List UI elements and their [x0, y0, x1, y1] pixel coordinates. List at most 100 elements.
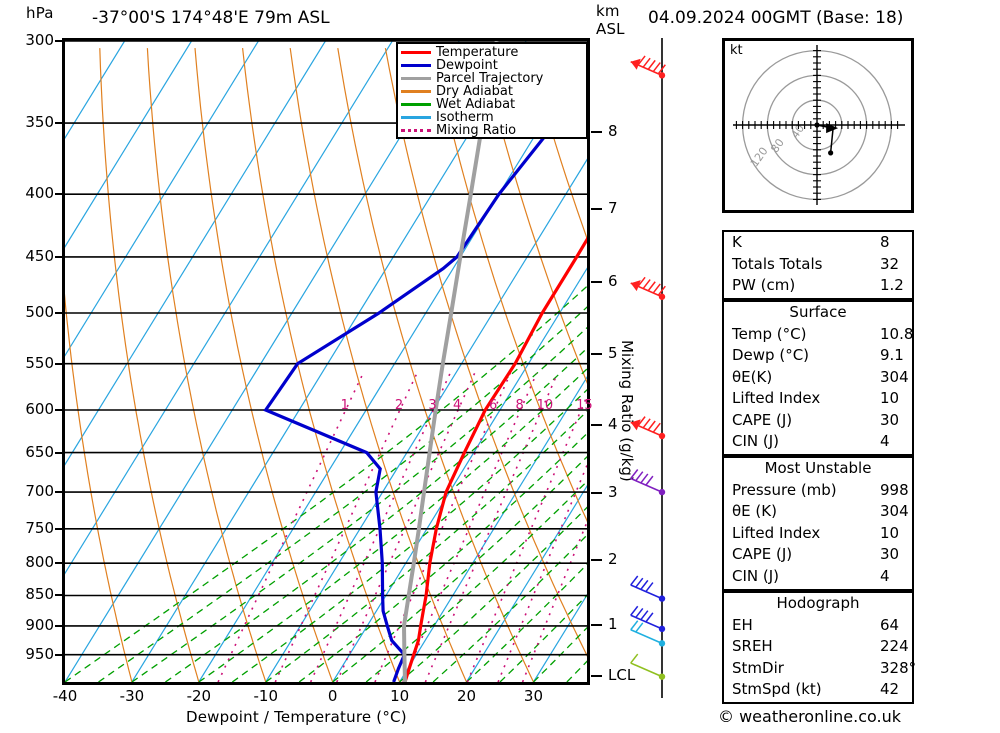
wind-barb-stroke: [652, 283, 661, 294]
pressure-tick-label: 850: [25, 585, 54, 604]
altitude-tick-label: 8: [608, 122, 618, 141]
legend-item: Dewpoint: [401, 59, 583, 72]
most-unstable-value: 304: [880, 502, 909, 520]
legend-swatch: [401, 103, 431, 106]
legend-label: Isotherm: [436, 110, 494, 125]
indices-panel: K 8 Totals Totals 32 PW (cm) 1.2: [722, 230, 914, 300]
index-key: Totals Totals: [732, 254, 823, 273]
wind-barb-pennant: [630, 280, 641, 292]
pressure-tick: [55, 122, 64, 125]
hodograph-ring-label: 120: [748, 145, 771, 170]
altitude-tick-label: 4: [608, 414, 618, 433]
most-unstable-value: 30: [880, 545, 900, 563]
legend-item: Dry Adiabat: [401, 85, 583, 98]
wind-barb-stroke: [657, 64, 666, 75]
temperature-tick-label: 0: [327, 687, 338, 705]
wind-barb-stroke: [635, 471, 644, 482]
legend-item: Temperature: [401, 46, 583, 59]
wind-barb-stroke: [647, 281, 656, 292]
most-unstable-row: CAPE (J) 30: [724, 544, 912, 566]
wind-barb-stroke: [630, 620, 639, 631]
most-unstable-panel: Most Unstable Pressure (mb) 998 θE (K) 304 Li…: [722, 456, 914, 591]
hodograph-ring-label: 80: [768, 136, 787, 155]
pressure-tick: [55, 451, 64, 454]
hodograph-stat-key: StmSpd (kt): [732, 680, 822, 698]
index-key: PW (cm): [732, 276, 796, 294]
most-unstable-key: θE (K): [732, 502, 777, 520]
pressure-tick: [55, 311, 64, 314]
hodograph-stats-panel: Hodograph EH 64 SREH 224 StmDir 328° StmSpd (kt…: [722, 591, 916, 704]
altitude-tick: [591, 352, 602, 355]
mixing-ratio-value-label: 2: [394, 398, 404, 413]
page-title: -37°00'S 174°48'E 79m ASL: [92, 8, 330, 28]
wind-barb-stroke: [630, 469, 639, 479]
most-unstable-row: Pressure (mb) 998: [724, 480, 912, 502]
hodograph-stat-row: SREH 224: [724, 636, 912, 658]
wind-barb-stroke: [642, 279, 651, 290]
temperature-tick-label: -30: [119, 687, 145, 705]
altitude-unit-label-km: km: [596, 2, 620, 20]
chart-legend: Temperature Dewpoint Parcel Trajectory Dry …: [396, 42, 588, 139]
pressure-tick-label: 700: [25, 482, 54, 501]
wind-barb-stroke: [635, 607, 644, 618]
altitude-unit-label-asl: ASL: [596, 20, 625, 38]
altitude-tick-label: 5: [608, 343, 618, 362]
wind-barb-stroke: [640, 473, 649, 484]
index-row: PW (cm) 1.2: [724, 275, 912, 297]
x-axis-label: Dewpoint / Temperature (°C): [186, 708, 407, 726]
wind-barb-stroke: [640, 610, 649, 621]
wind-barb-stroke: [645, 612, 654, 623]
legend-swatch: [401, 129, 431, 132]
hodograph-stat-row: EH 64: [724, 615, 912, 637]
hodograph-unit-label: kt: [730, 43, 743, 58]
hodograph-stat-value: 328°: [880, 658, 917, 677]
temperature-tick-label: 30: [523, 687, 543, 705]
copyright-notice: © weatheronline.co.uk: [718, 707, 901, 726]
most-unstable-row: Lifted Index 10: [724, 523, 912, 545]
surface-row: CIN (J) 4: [724, 431, 912, 453]
altitude-tick-label: 2: [608, 549, 618, 568]
temperature-tick-label: 10: [390, 687, 410, 705]
index-value: 8: [880, 233, 890, 251]
hodograph-stat-row: StmDir 328°: [724, 658, 916, 680]
wind-barb-pennant: [630, 419, 641, 431]
pressure-tick: [55, 362, 64, 365]
most-unstable-key: CAPE (J): [732, 545, 793, 563]
mixing-ratio-value-label: 8: [515, 398, 524, 413]
pressure-tick-label: 550: [25, 353, 54, 372]
hodograph-stat-row: StmSpd (kt) 42: [724, 679, 912, 701]
temperature-tick-label: -10: [253, 687, 279, 705]
legend-swatch: [401, 51, 431, 54]
legend-swatch: [401, 77, 431, 80]
most-unstable-key: CIN (J): [732, 566, 780, 585]
wind-barb-stroke: [637, 55, 646, 66]
hodograph-plot: 40 80 120 kt: [722, 38, 914, 213]
surface-value: 9.1: [880, 346, 904, 364]
hodograph-stat-value: 64: [880, 615, 900, 634]
pressure-unit-label: hPa: [26, 4, 54, 22]
legend-item: Wet Adiabat: [401, 98, 583, 111]
surface-row: θE(K) 304: [724, 367, 912, 389]
hodograph-storm-motion-vector: [816, 124, 834, 129]
pressure-tick-label: 350: [25, 113, 54, 132]
most-unstable-row: θE (K) 304: [724, 501, 912, 523]
wind-barb-stroke: [652, 422, 661, 433]
legend-label: Temperature: [436, 45, 519, 60]
legend-swatch: [401, 90, 431, 93]
legend-label: Dewpoint: [436, 58, 498, 73]
wind-barb-stroke: [630, 662, 663, 678]
altitude-tick: [591, 624, 602, 627]
pressure-tick: [55, 491, 64, 494]
altitude-tick-label: 6: [608, 272, 618, 291]
mixing-ratio-value-label: 3: [428, 398, 437, 413]
pressure-tick-label: 650: [25, 442, 54, 461]
pressure-tick: [55, 527, 64, 530]
temperature-tick-label: -20: [186, 687, 212, 705]
wind-barb-stroke: [640, 579, 649, 590]
pressure-tick: [55, 562, 64, 565]
pressure-tick-label: 400: [25, 184, 54, 203]
surface-value: 4: [880, 432, 890, 450]
altitude-tick: [591, 558, 602, 561]
pressure-tick-label: 450: [25, 246, 54, 265]
temperature-tick-label: -40: [52, 687, 78, 705]
